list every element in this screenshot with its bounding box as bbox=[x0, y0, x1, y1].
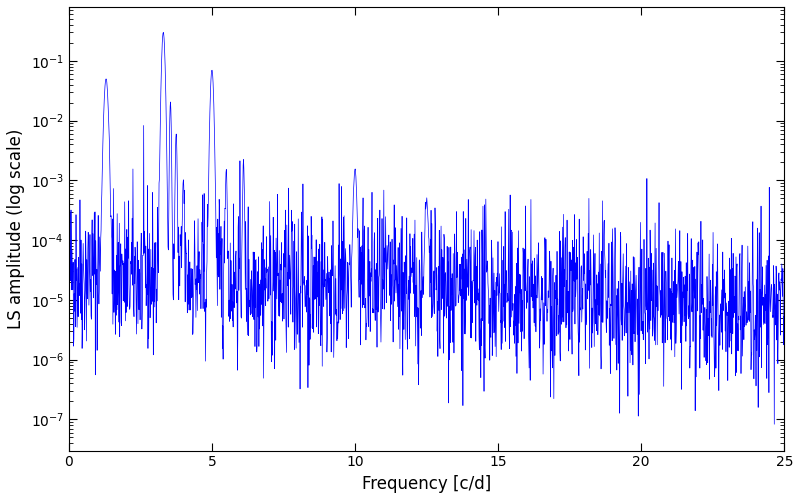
Y-axis label: LS amplitude (log scale): LS amplitude (log scale) bbox=[7, 128, 25, 329]
X-axis label: Frequency [c/d]: Frequency [c/d] bbox=[362, 475, 491, 493]
